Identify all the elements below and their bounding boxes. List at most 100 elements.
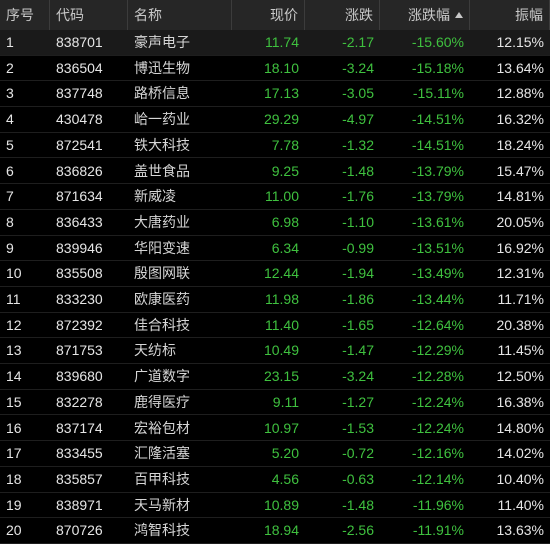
- table-cell: 13.64%: [496, 59, 544, 76]
- table-row[interactable]: 13 871753 天纺标 10.49 -1.47 -12.29% 11.45%: [0, 338, 550, 365]
- table-cell: 14: [6, 368, 22, 385]
- table-cell: -13.51%: [411, 239, 464, 256]
- table-cell: -11.96%: [412, 496, 464, 513]
- table-cell: 11.45%: [497, 342, 544, 359]
- column-header[interactable]: 涨跌幅: [380, 0, 470, 30]
- table-cell: 9: [6, 239, 14, 256]
- table-cell: 19: [6, 496, 22, 513]
- table-cell: 835508: [56, 265, 103, 282]
- table-cell: 11.00: [265, 188, 299, 205]
- column-header[interactable]: 序号: [0, 0, 50, 30]
- table-cell: 佳合科技: [134, 316, 190, 333]
- table-cell: -1.10: [342, 213, 374, 230]
- table-cell: 1: [6, 34, 14, 50]
- table-cell: 铁大科技: [134, 136, 190, 153]
- column-header-text: 涨跌: [345, 7, 373, 23]
- table-cell: 20: [6, 522, 22, 539]
- table-cell: -1.48: [342, 162, 374, 179]
- table-row[interactable]: 5 872541 铁大科技 7.78 -1.32 -14.51% 18.24%: [0, 133, 550, 159]
- table-cell: 盖世食品: [134, 162, 190, 179]
- sort-arrow[interactable]: [455, 12, 463, 18]
- table-row[interactable]: 10 835508 殷图网联 12.44 -1.94 -13.49% 12.31%: [0, 261, 550, 287]
- table-cell: 16: [6, 419, 22, 436]
- column-header-text: 振幅: [515, 7, 543, 23]
- table-cell: 天纺标: [134, 342, 176, 359]
- table-cell: 838701: [56, 34, 103, 50]
- table-cell: -14.51%: [411, 136, 464, 153]
- table-cell: 12: [6, 316, 22, 333]
- table-row[interactable]: 17 833455 汇隆活塞 5.20 -0.72 -12.16% 14.02%: [0, 441, 550, 467]
- table-cell: -12.16%: [411, 445, 464, 462]
- table-cell: 12.88%: [496, 85, 544, 102]
- table-cell: 大唐药业: [134, 213, 190, 230]
- table-cell: -12.29%: [411, 342, 464, 359]
- column-header[interactable]: 代码: [50, 0, 128, 30]
- table-cell: -3.05: [342, 85, 374, 102]
- table-cell: 2: [6, 59, 14, 76]
- table-cell: -3.24: [342, 368, 374, 385]
- table-cell: -11.91%: [412, 522, 464, 539]
- table-cell: 836826: [56, 162, 103, 179]
- table-row[interactable]: 11 833230 欧康医药 11.98 -1.86 -13.44% 11.71%: [0, 287, 550, 313]
- table-cell: -15.11%: [412, 85, 464, 102]
- table-row[interactable]: 14 839680 广道数字 23.15 -3.24 -12.28% 12.50%: [0, 364, 550, 390]
- table-cell: 天马新材: [134, 496, 190, 513]
- table-cell: 10: [6, 265, 22, 282]
- table-cell: 14.80%: [496, 419, 544, 436]
- table-cell: -14.51%: [411, 111, 464, 128]
- table-cell: 836504: [56, 59, 103, 76]
- table-row[interactable]: 6 836826 盖世食品 9.25 -1.48 -13.79% 15.47%: [0, 159, 550, 185]
- table-cell: -3.24: [342, 59, 374, 76]
- table-row[interactable]: 9 839946 华阳变速 6.34 -0.99 -13.51% 16.92%: [0, 236, 550, 262]
- column-header-text: 代码: [56, 7, 84, 23]
- table-cell: -1.32: [342, 136, 374, 153]
- table-cell: 832278: [56, 393, 103, 410]
- column-header[interactable]: 涨跌: [305, 0, 380, 30]
- table-cell: 16.92%: [496, 239, 544, 256]
- table-cell: 871634: [56, 188, 103, 205]
- table-cell: -12.24%: [411, 393, 464, 410]
- table-cell: 9.11: [272, 393, 299, 410]
- table-row[interactable]: 16 837174 宏裕包材 10.97 -1.53 -12.24% 14.80%: [0, 416, 550, 442]
- table-cell: 10.97: [263, 419, 299, 436]
- table-row[interactable]: 2 836504 博迅生物 18.10 -3.24 -15.18% 13.64%: [0, 56, 550, 82]
- table-row[interactable]: 18 835857 百甲科技 4.56 -0.63 -12.14% 10.40%: [0, 467, 550, 493]
- table-cell: 16.32%: [496, 111, 544, 128]
- table-cell: 11.74: [265, 34, 299, 50]
- table-cell: 15.47%: [496, 162, 544, 179]
- table-cell: 峆一药业: [134, 111, 190, 128]
- column-header-text: 现价: [270, 7, 298, 23]
- column-header[interactable]: 名称: [128, 0, 232, 30]
- table-row[interactable]: 3 837748 路桥信息 17.13 -3.05 -15.11% 12.88%: [0, 81, 550, 108]
- table-row[interactable]: 7 871634 新威凌 11.00 -1.76 -13.79% 14.81%: [0, 184, 550, 210]
- table-cell: -12.64%: [411, 316, 464, 333]
- table-cell: 430478: [56, 111, 103, 128]
- table-cell: 835857: [56, 470, 103, 487]
- table-row[interactable]: 8 836433 大唐药业 6.98 -1.10 -13.61% 20.05%: [0, 210, 550, 236]
- table-row[interactable]: 12 872392 佳合科技 11.40 -1.65 -12.64% 20.38%: [0, 313, 550, 339]
- table-cell: 12.44: [263, 265, 299, 282]
- table-cell: 3: [6, 85, 14, 102]
- table-row[interactable]: 19 838971 天马新材 10.89 -1.48 -11.96% 11.40%: [0, 493, 550, 519]
- table-cell: 839680: [56, 368, 103, 385]
- table-cell: 宏裕包材: [134, 419, 190, 436]
- column-header[interactable]: 振幅: [470, 0, 550, 30]
- table-row[interactable]: 20 870726 鸿智科技 18.94 -2.56 -11.91% 13.63%: [0, 518, 550, 544]
- table-row[interactable]: 4 430478 峆一药业 29.29 -4.97 -14.51% 16.32%: [0, 107, 550, 133]
- table-cell: 14.81%: [496, 188, 544, 205]
- table-cell: 11.71%: [497, 291, 544, 307]
- table-cell: 14.02%: [496, 445, 544, 462]
- table-cell: 15: [6, 393, 22, 410]
- table-cell: -0.72: [342, 445, 374, 462]
- table-cell: -13.49%: [411, 265, 464, 282]
- table-cell: 4: [6, 111, 14, 128]
- table-row[interactable]: 15 832278 鹿得医疗 9.11 -1.27 -12.24% 16.38%: [0, 390, 550, 416]
- table-cell: 鹿得医疗: [134, 393, 190, 410]
- table-cell: 华阳变速: [134, 239, 190, 256]
- table-cell: 837174: [56, 419, 103, 436]
- table-row[interactable]: 1 838701 豪声电子 11.74 -2.17 -15.60% 12.15%: [0, 30, 550, 56]
- column-header[interactable]: 现价: [232, 0, 305, 30]
- table-cell: -1.94: [342, 265, 374, 282]
- table-cell: -13.79%: [411, 162, 464, 179]
- table-cell: 11: [6, 291, 21, 307]
